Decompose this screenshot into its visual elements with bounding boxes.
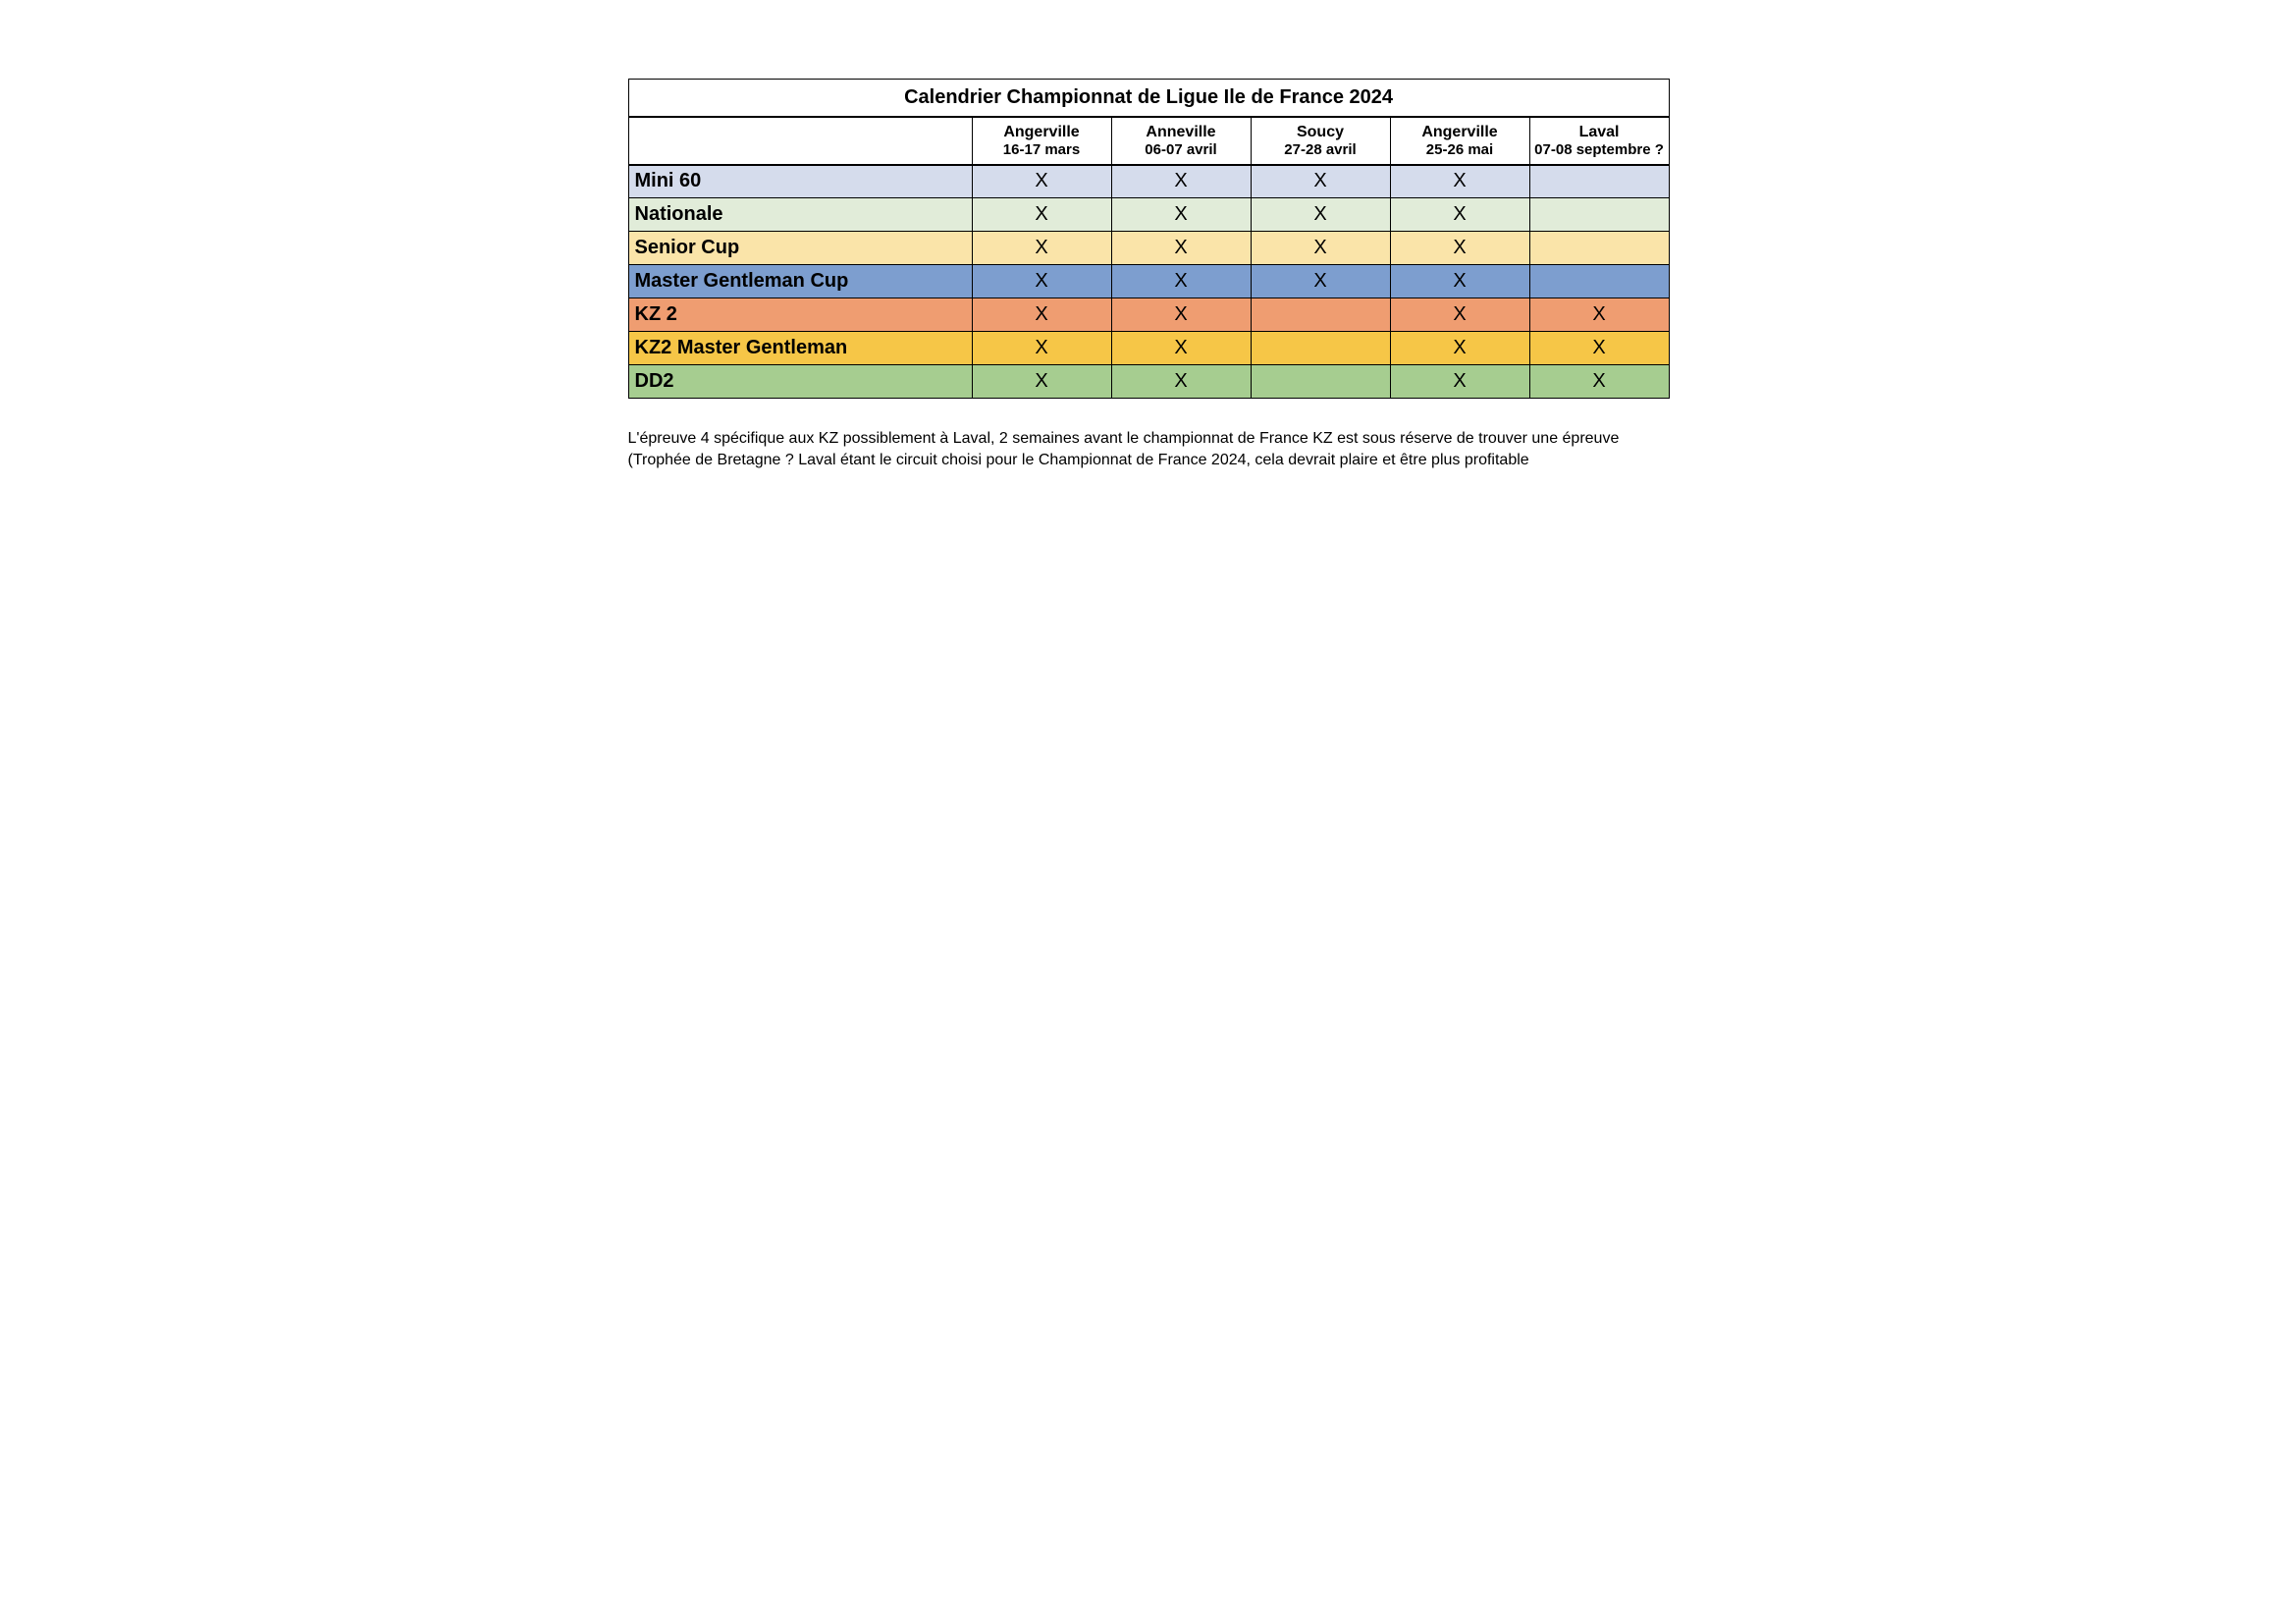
category-label: Senior Cup xyxy=(628,232,972,265)
mark-cell: X xyxy=(1111,265,1251,298)
mark-cell: X xyxy=(972,198,1111,232)
mark-cell: X xyxy=(1390,265,1529,298)
mark-cell: X xyxy=(1529,332,1669,365)
mark-cell: X xyxy=(1111,332,1251,365)
footnote: L'épreuve 4 spécifique aux KZ possibleme… xyxy=(628,428,1669,470)
mark-cell xyxy=(1251,332,1390,365)
mark-cell: X xyxy=(1111,232,1251,265)
event-date: 06-07 avril xyxy=(1111,141,1251,165)
mark-cell: X xyxy=(1390,232,1529,265)
category-label: KZ2 Master Gentleman xyxy=(628,332,972,365)
table-row: KZ2 Master GentlemanXXXX xyxy=(628,332,1669,365)
mark-cell xyxy=(1251,298,1390,332)
mark-cell: X xyxy=(1251,232,1390,265)
header-location-row: Angerville Anneville Soucy Angerville La… xyxy=(628,117,1669,141)
mark-cell: X xyxy=(1111,165,1251,198)
event-date: 27-28 avril xyxy=(1251,141,1390,165)
table-title: Calendrier Championnat de Ligue Ile de F… xyxy=(628,80,1669,117)
event-location: Angerville xyxy=(972,117,1111,141)
category-label: Mini 60 xyxy=(628,165,972,198)
calendar-table: Calendrier Championnat de Ligue Ile de F… xyxy=(628,79,1670,399)
category-label: Master Gentleman Cup xyxy=(628,265,972,298)
mark-cell: X xyxy=(1111,365,1251,399)
mark-cell: X xyxy=(1390,198,1529,232)
event-location: Angerville xyxy=(1390,117,1529,141)
event-location: Laval xyxy=(1529,117,1669,141)
event-date: 07-08 septembre ? xyxy=(1529,141,1669,165)
event-date: 16-17 mars xyxy=(972,141,1111,165)
mark-cell: X xyxy=(1390,165,1529,198)
title-row: Calendrier Championnat de Ligue Ile de F… xyxy=(628,80,1669,117)
mark-cell: X xyxy=(1111,198,1251,232)
mark-cell: X xyxy=(972,332,1111,365)
mark-cell: X xyxy=(1390,298,1529,332)
table-row: Senior CupXXXX xyxy=(628,232,1669,265)
mark-cell: X xyxy=(1251,165,1390,198)
document-page: Calendrier Championnat de Ligue Ile de F… xyxy=(628,79,1669,470)
mark-cell xyxy=(1529,165,1669,198)
event-date: 25-26 mai xyxy=(1390,141,1529,165)
mark-cell: X xyxy=(972,365,1111,399)
mark-cell: X xyxy=(1390,332,1529,365)
table-row: DD2XXXX xyxy=(628,365,1669,399)
mark-cell xyxy=(1529,265,1669,298)
mark-cell: X xyxy=(1251,265,1390,298)
category-label: DD2 xyxy=(628,365,972,399)
header-empty-top xyxy=(628,117,972,141)
category-label: Nationale xyxy=(628,198,972,232)
mark-cell xyxy=(1251,365,1390,399)
mark-cell: X xyxy=(972,298,1111,332)
mark-cell: X xyxy=(1251,198,1390,232)
table-row: Master Gentleman CupXXXX xyxy=(628,265,1669,298)
table-row: NationaleXXXX xyxy=(628,198,1669,232)
table-row: Mini 60XXXX xyxy=(628,165,1669,198)
mark-cell: X xyxy=(1111,298,1251,332)
mark-cell: X xyxy=(1529,365,1669,399)
mark-cell: X xyxy=(1390,365,1529,399)
event-location: Soucy xyxy=(1251,117,1390,141)
mark-cell: X xyxy=(1529,298,1669,332)
table-row: KZ 2XXXX xyxy=(628,298,1669,332)
category-label: KZ 2 xyxy=(628,298,972,332)
mark-cell xyxy=(1529,198,1669,232)
mark-cell xyxy=(1529,232,1669,265)
event-location: Anneville xyxy=(1111,117,1251,141)
mark-cell: X xyxy=(972,232,1111,265)
header-empty-bottom xyxy=(628,141,972,165)
mark-cell: X xyxy=(972,265,1111,298)
header-date-row: 16-17 mars 06-07 avril 27-28 avril 25-26… xyxy=(628,141,1669,165)
mark-cell: X xyxy=(972,165,1111,198)
